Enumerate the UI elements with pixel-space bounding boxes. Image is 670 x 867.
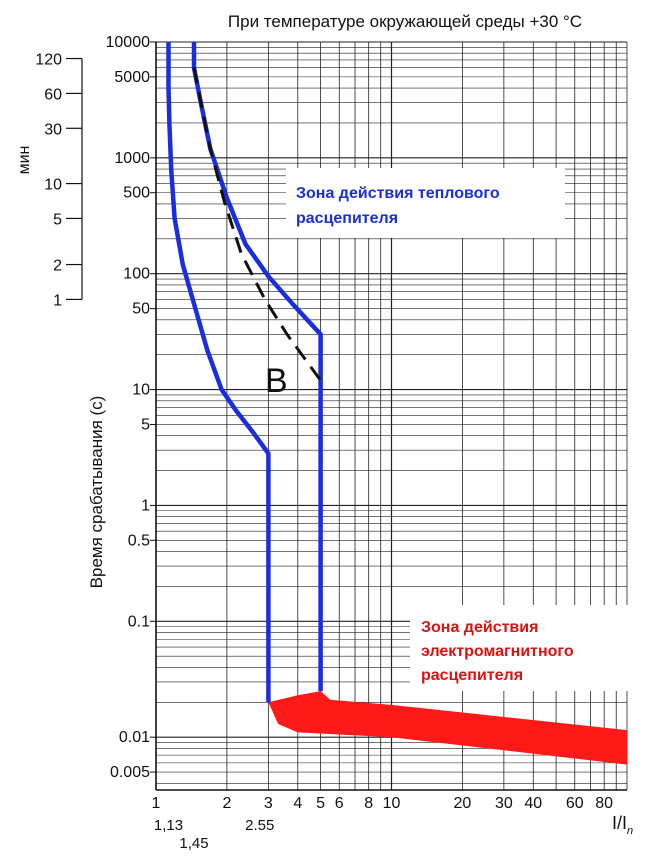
x-tick-label: 1 [152,795,161,812]
y-tick-label: 10 [132,382,150,399]
nominal-curve-dashed [192,67,322,382]
y-tick-label: 5000 [114,69,150,86]
y-tick-label: 100 [123,266,150,283]
chart-title: При температуре окружающей среды +30 °C [228,12,582,31]
min-trip-curve [166,42,271,703]
minutes-axis-ticks: 120 60 30 10 5 2 1 [35,52,82,309]
magnetic-zone-area [268,691,627,765]
y-tick-label: 1000 [114,150,150,167]
x-marker-label: 1,45 [179,835,208,852]
magnetic-zone-label: Зона действия электромагнитного расцепит… [421,619,578,684]
y-tick-label: 50 [132,301,150,318]
minutes-axis-label: мин [16,146,33,175]
curve-type-label: B [265,362,288,400]
x-tick-label: 5 [316,795,325,812]
x-tick-label: 8 [364,795,373,812]
minutes-tick-label: 1 [53,292,62,309]
y-tick-label: 0.5 [128,532,150,549]
x-tick-label: 60 [566,795,584,812]
max-trip-curve [191,42,323,692]
x-axis-label: I/In [612,813,633,837]
x-tick-label: 6 [335,795,344,812]
thermal-zone-label-box: Зона действия теплового расцепителя [286,168,565,238]
minutes-tick-label: 120 [35,52,62,69]
y-tick-label: 5 [141,416,150,433]
y-tick-label: 1 [141,497,150,514]
y-axis-label: Время срабатывания (с) [87,396,106,589]
magnetic-zone-fill [268,691,627,765]
minutes-tick-label: 30 [44,121,62,138]
x-tick-label: 40 [524,795,542,812]
x-tick-label: 3 [264,795,273,812]
y-axis-ticks: 10000 5000 1000 500 100 50 10 5 1 0.5 0.1 0.01 0.005 [106,34,156,781]
y-tick-label: 0.1 [128,613,150,630]
minutes-tick-label: 5 [53,211,62,228]
y-tick-label: 0.01 [119,729,150,746]
x-tick-label: 80 [595,795,613,812]
minutes-tick-label: 2 [53,258,62,275]
x-tick-label: 20 [453,795,471,812]
y-tick-label: 10000 [106,34,151,51]
thermal-zone-label: Зона действия теплового расцепителя [296,185,504,227]
y-tick-label: 0.005 [110,764,150,781]
x-axis-ticks: 1 2 3 4 5 6 8 10 20 30 40 60 80 1,131,45 2.55 [152,795,614,852]
plot-frame [81,42,627,791]
minutes-tick-label: 60 [44,86,62,103]
y-tick-label: 500 [123,185,150,202]
x-marker-label: 2.55 [245,817,274,834]
x-tick-label: 4 [293,795,302,812]
x-tick-label: 10 [383,795,401,812]
x-tick-label: 2 [222,795,231,812]
magnetic-zone-label-box: Зона действия электромагнитного расцепит… [410,605,630,691]
x-tick-label: 30 [495,795,513,812]
minutes-tick-label: 10 [44,177,62,194]
x-marker-label: 1,13 [154,817,183,834]
trip-curves [166,42,323,703]
